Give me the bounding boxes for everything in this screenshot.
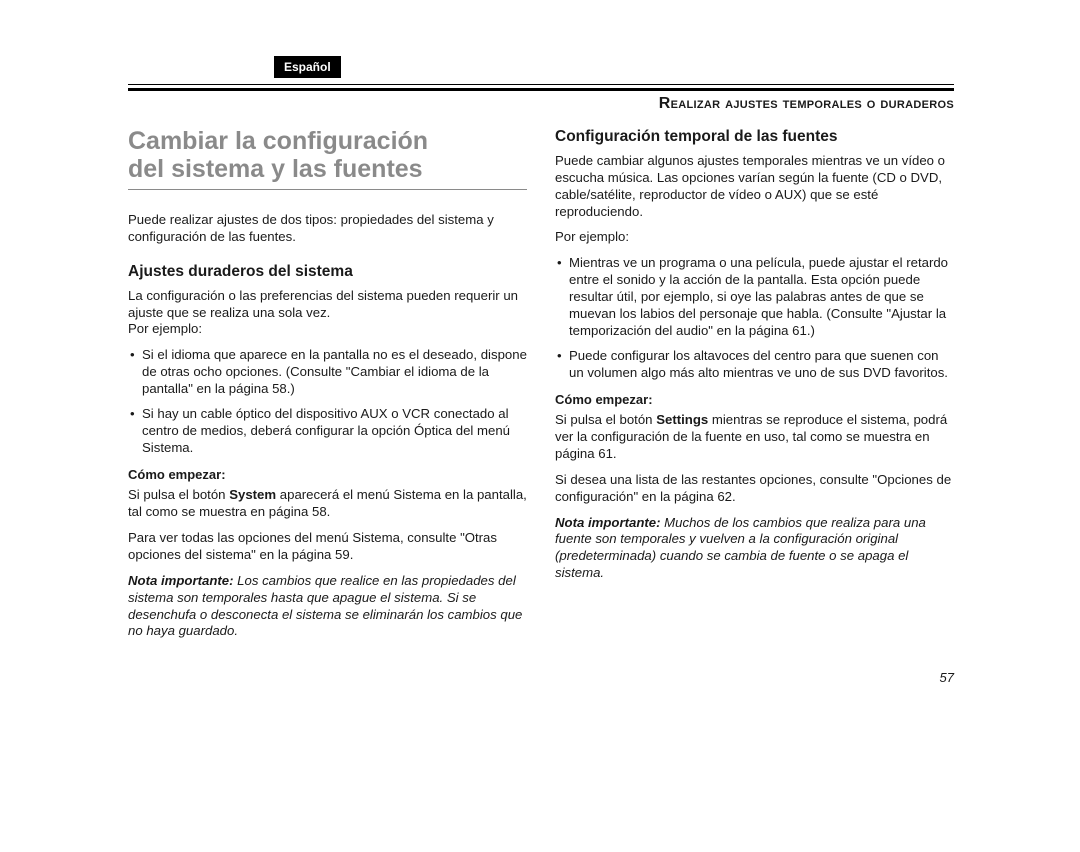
list-item: Si el idioma que aparece en la pantalla … (128, 347, 527, 398)
left-p2: Para ver todas las opciones del menú Sis… (128, 530, 527, 564)
main-title-line1: Cambiar la configuración (128, 127, 428, 155)
left-column: Cambiar la configuración del sistema y l… (128, 127, 527, 649)
right-howto-text: Si pulsa el botón Settings mientras se r… (555, 412, 954, 463)
two-column-layout: Cambiar la configuración del sistema y l… (128, 127, 954, 649)
system-button-ref: System (229, 487, 276, 502)
howto-label: Cómo empezar: (555, 392, 954, 409)
left-note: Nota importante: Los cambios que realice… (128, 573, 527, 641)
howto-label: Cómo empezar: (128, 467, 527, 484)
left-bullet-list: Si el idioma que aparece en la pantalla … (128, 347, 527, 456)
right-note: Nota importante: Muchos de los cambios q… (555, 515, 954, 583)
left-p1: La configuración o las preferencias del … (128, 288, 527, 322)
list-item: Puede configurar los altavoces del centr… (555, 348, 954, 382)
manual-page: Español Realizar ajustes temporales o du… (128, 56, 954, 649)
left-p1b: Por ejemplo: (128, 321, 527, 338)
left-intro: Puede realizar ajustes de dos tipos: pro… (128, 212, 527, 246)
right-subheading: Configuración temporal de las fuentes (555, 127, 954, 147)
right-column: Configuración temporal de las fuentes Pu… (555, 127, 954, 649)
text-fragment: Si pulsa el botón (128, 487, 229, 502)
left-subheading: Ajustes duraderos del sistema (128, 262, 527, 282)
rule-thick (128, 88, 954, 91)
right-p1b: Por ejemplo: (555, 229, 954, 246)
left-howto-text: Si pulsa el botón System aparecerá el me… (128, 487, 527, 521)
right-p2: Si desea una lista de las restantes opci… (555, 472, 954, 506)
note-label: Nota importante: (128, 573, 234, 588)
note-label: Nota importante: (555, 515, 661, 530)
main-title-line2: del sistema y las fuentes (128, 155, 423, 183)
main-title: Cambiar la configuración del sistema y l… (128, 127, 527, 183)
right-bullet-list: Mientras ve un programa o una película, … (555, 255, 954, 381)
page-number: 57 (940, 670, 954, 685)
rule-thin (128, 84, 954, 85)
language-badge: Español (274, 56, 341, 78)
list-item: Si hay un cable óptico del dispositivo A… (128, 406, 527, 457)
right-p1: Puede cambiar algunos ajustes temporales… (555, 153, 954, 221)
section-header: Realizar ajustes temporales o duraderos (128, 95, 954, 113)
text-fragment: Si pulsa el botón (555, 412, 656, 427)
title-underline (128, 189, 527, 190)
list-item: Mientras ve un programa o una película, … (555, 255, 954, 339)
settings-button-ref: Settings (656, 412, 708, 427)
